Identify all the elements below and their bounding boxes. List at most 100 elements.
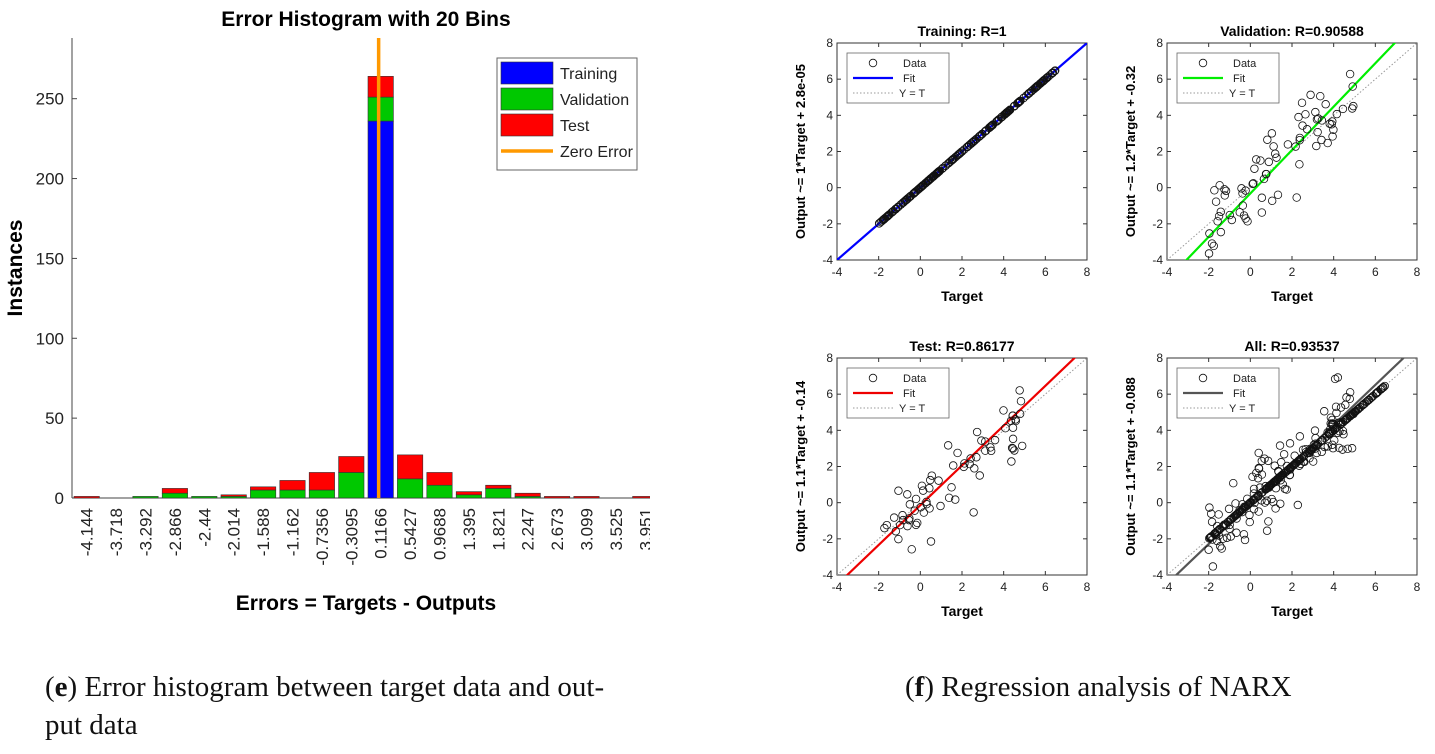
regression-data-point	[1316, 91, 1325, 101]
regression-data-point	[969, 508, 978, 517]
regression-title: All: R=0.93537	[1244, 338, 1340, 354]
regression-data-point	[1326, 425, 1335, 434]
caption-e-text-2: put data	[45, 709, 138, 741]
regression-y-tick-label: -4	[1152, 568, 1163, 582]
regression-data-point	[902, 195, 912, 204]
regression-data-point	[1292, 193, 1301, 202]
regression-data-point	[1015, 409, 1025, 419]
histogram-bar-test	[220, 494, 247, 497]
histogram-bar-test	[338, 456, 365, 473]
regression-data-point	[1328, 440, 1337, 449]
regression-data-point	[970, 464, 979, 473]
regression-data-point	[1295, 133, 1305, 143]
regression-legend-label: Y = T	[899, 88, 925, 100]
regression-y-tick-label: 4	[1156, 108, 1163, 122]
regression-data-point	[1311, 439, 1320, 448]
regression-data-point	[1022, 91, 1031, 100]
histogram-y-tick-label: 0	[55, 489, 64, 508]
regression-title: Training: R=1	[917, 23, 1006, 39]
regression-data-point	[1250, 164, 1259, 173]
histogram-bar-validation	[250, 489, 277, 499]
regression-data-point	[1209, 241, 1218, 251]
regression-data-point	[1001, 423, 1010, 433]
histogram-bar-test	[161, 488, 188, 494]
histogram-x-tick-label: -2.44	[195, 508, 214, 547]
regression-x-tick-label: 6	[1042, 265, 1049, 279]
regression-data-point	[1320, 407, 1329, 416]
regression-data-point	[1205, 229, 1214, 238]
regression-data-point	[917, 481, 927, 491]
regression-title: Validation: R=0.90588	[1220, 23, 1364, 39]
histogram-x-tick-label: -0.7356	[313, 508, 332, 566]
regression-data-point	[1212, 536, 1222, 546]
regression-data-point	[1338, 445, 1347, 454]
histogram-x-tick-label: 3.099	[578, 508, 597, 551]
caption-f: (f) Regression analysis of NARX	[905, 671, 1292, 703]
regression-data-point	[1308, 457, 1318, 466]
regression-data-point	[1359, 400, 1368, 409]
regression-x-tick-label: 0	[1247, 580, 1254, 594]
regression-data-point	[1221, 521, 1231, 530]
histogram-bar-validation	[367, 96, 394, 122]
regression-y-tick-label: -2	[1152, 532, 1163, 546]
regression-data-point	[943, 159, 953, 168]
histogram-bar-test	[632, 496, 650, 499]
regression-y-tick-label: 0	[1156, 181, 1163, 195]
regression-x-tick-label: -4	[1162, 580, 1173, 594]
histogram-bar-test	[279, 480, 306, 491]
caption-e: (e) Error histogram between target data …	[45, 671, 605, 741]
regression-data-point	[1267, 129, 1277, 138]
histogram-bar-test	[397, 454, 424, 480]
regression-legend-data-marker	[868, 373, 878, 383]
regression-data-point	[1025, 88, 1034, 98]
regression-data-point	[1264, 517, 1273, 526]
regression-data-point	[1312, 141, 1321, 151]
regression-data-point	[1229, 479, 1238, 488]
histogram-title: Error Histogram with 20 Bins	[221, 8, 510, 31]
regression-data-point	[1332, 109, 1342, 119]
regression-data-point	[981, 446, 990, 455]
regression-data-point	[1239, 530, 1249, 539]
regression-data-point	[1299, 457, 1308, 466]
regression-x-label: Target	[1271, 288, 1313, 304]
regression-data-point	[1218, 534, 1228, 543]
regression-x-tick-label: -4	[832, 580, 843, 594]
regression-y-label: Output ~= 1*Target + 2.8e-05	[793, 64, 808, 239]
regression-data-point	[1293, 457, 1302, 467]
regression-data-point	[889, 513, 899, 522]
regression-plot-all: All: R=0.93537 -4-4 -2 -2 0 0 2 2 4 4 6 6 8 8 Target Ou…	[1123, 338, 1421, 619]
histogram-x-tick-label: 3.525	[607, 508, 626, 551]
regression-data-point	[1254, 507, 1263, 516]
regression-y-tick-label: 8	[1156, 36, 1163, 50]
regression-data-point	[1371, 389, 1380, 399]
regression-data-point	[1276, 499, 1285, 508]
regression-data-point	[911, 520, 921, 530]
regression-data-point	[1261, 169, 1271, 179]
regression-y-tick-label: -2	[822, 532, 833, 546]
regression-y-label: Output ~= 1.2*Target + -0.32	[1123, 66, 1138, 237]
regression-data-point	[1349, 101, 1358, 111]
histogram-bar-validation	[426, 484, 453, 499]
regression-y-tick-label: -4	[822, 253, 833, 267]
regression-data-point	[1328, 419, 1337, 428]
histogram-bar-validation	[279, 489, 306, 499]
regression-data-point	[1295, 432, 1305, 441]
regression-data-point	[1262, 526, 1272, 535]
regression-data-point	[1238, 189, 1247, 198]
regression-data-point	[1222, 533, 1232, 542]
regression-y-tick-label: 6	[826, 72, 833, 86]
regression-data-point	[1240, 535, 1250, 545]
regression-data-point	[1011, 416, 1020, 426]
regression-y-tick-label: 2	[1156, 145, 1163, 159]
regression-data-point	[923, 177, 932, 186]
regression-x-tick-label: 0	[917, 265, 924, 279]
regression-data-point	[1272, 153, 1281, 162]
regression-data-point	[1267, 196, 1277, 206]
regression-data-point	[1330, 374, 1340, 384]
regression-data-point	[1358, 400, 1367, 410]
histogram-bar-validation	[338, 472, 365, 499]
regression-data-point	[1269, 142, 1278, 151]
regression-x-label: Target	[1271, 603, 1313, 619]
regression-x-tick-label: -2	[1203, 580, 1214, 594]
regression-x-tick-label: 4	[1330, 580, 1337, 594]
